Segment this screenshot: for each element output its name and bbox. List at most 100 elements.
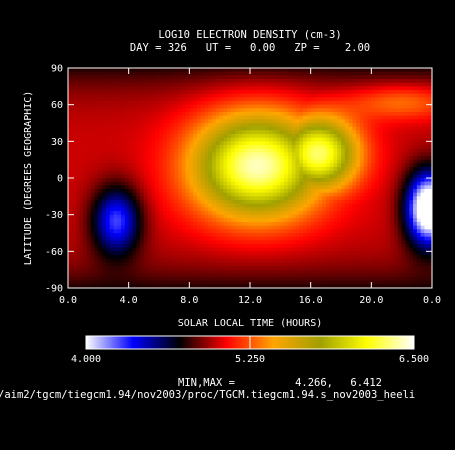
heatmap-cell	[314, 126, 319, 131]
heatmap-cell	[238, 185, 244, 190]
heatmap-cell	[409, 244, 414, 249]
heatmap-cell	[147, 141, 153, 146]
heatmap-cell	[193, 145, 198, 150]
heatmap-cell	[401, 233, 407, 238]
heatmap-cell	[215, 79, 221, 84]
heatmap-cell	[295, 203, 300, 208]
heatmap-cell	[132, 211, 137, 216]
heatmap-cell	[151, 126, 156, 131]
heatmap-cell	[124, 170, 130, 175]
heatmap-cell	[75, 156, 80, 161]
heatmap-cell	[303, 189, 308, 194]
heatmap-cell	[284, 159, 289, 164]
heatmap-cell	[143, 181, 149, 186]
heatmap-cell	[147, 174, 153, 179]
heatmap-cell	[147, 90, 153, 95]
heatmap-cell	[90, 79, 96, 84]
heatmap-cell	[428, 108, 432, 113]
heatmap-cell	[98, 101, 103, 106]
heatmap-cell	[257, 163, 262, 168]
heatmap-cell	[253, 196, 259, 201]
heatmap-cell	[318, 236, 323, 241]
heatmap-cell	[98, 159, 103, 164]
heatmap-cell	[90, 159, 96, 164]
heatmap-cell	[268, 247, 274, 252]
heatmap-cell	[174, 181, 179, 186]
heatmap-cell	[291, 112, 297, 117]
heatmap-cell	[318, 156, 323, 161]
heatmap-cell	[401, 148, 407, 153]
heatmap-cell	[348, 156, 353, 161]
heatmap-cell	[416, 189, 422, 194]
heatmap-cell	[181, 178, 187, 183]
heatmap-cell	[234, 123, 240, 128]
heatmap-cell	[284, 82, 289, 87]
heatmap-cell	[147, 181, 153, 186]
heatmap-cell	[295, 156, 300, 161]
heatmap-cell	[71, 222, 77, 227]
heatmap-cell	[291, 90, 297, 95]
heatmap-cell	[215, 137, 221, 142]
heatmap-cell	[105, 148, 111, 153]
heatmap-cell	[428, 181, 432, 186]
heatmap-cell	[386, 86, 391, 91]
heatmap-cell	[394, 251, 399, 256]
heatmap-cell	[200, 225, 206, 230]
heatmap-cell	[257, 214, 262, 219]
heatmap-cell	[140, 86, 145, 91]
heatmap-cell	[177, 123, 183, 128]
heatmap-cell	[401, 156, 407, 161]
heatmap-cell	[128, 93, 134, 98]
heatmap-cell	[318, 145, 323, 150]
heatmap-cell	[136, 211, 141, 216]
heatmap-cell	[250, 192, 255, 197]
heatmap-cell	[219, 137, 225, 142]
heatmap-cell	[276, 93, 281, 98]
heatmap-cell	[413, 189, 418, 194]
heatmap-cell	[166, 148, 171, 153]
heatmap-cell	[231, 236, 236, 241]
heatmap-cell	[284, 229, 289, 234]
heatmap-cell	[71, 112, 77, 117]
heatmap-cell	[265, 200, 270, 205]
heatmap-cell	[310, 82, 316, 87]
heatmap-cell	[322, 90, 327, 95]
heatmap-cell	[132, 79, 137, 84]
heatmap-cell	[174, 222, 179, 227]
heatmap-cell	[284, 207, 289, 212]
heatmap-cell	[356, 90, 361, 95]
heatmap-cell	[242, 225, 247, 230]
heatmap-cell	[196, 93, 202, 98]
heatmap-cell	[109, 148, 115, 153]
heatmap-cell	[68, 203, 73, 208]
heatmap-cell	[121, 130, 126, 135]
heatmap-cell	[261, 134, 266, 139]
heatmap-cell	[424, 108, 429, 113]
heatmap-cell	[344, 148, 350, 153]
heatmap-cell	[124, 101, 130, 106]
heatmap-cell	[83, 185, 88, 190]
heatmap-cell	[128, 211, 134, 216]
heatmap-cell	[136, 214, 141, 219]
heatmap-cell	[344, 189, 350, 194]
heatmap-cell	[333, 240, 338, 245]
heatmap-cell	[306, 189, 312, 194]
heatmap-cell	[181, 207, 187, 212]
heatmap-cell	[223, 148, 228, 153]
heatmap-cell	[394, 97, 399, 102]
heatmap-cell	[386, 75, 391, 80]
heatmap-cell	[325, 119, 331, 124]
heatmap-cell	[359, 203, 365, 208]
heatmap-cell	[128, 181, 134, 186]
heatmap-cell	[291, 134, 297, 139]
heatmap-cell	[113, 71, 118, 76]
heatmap-cell	[420, 247, 426, 252]
heatmap-cell	[268, 196, 274, 201]
heatmap-cell	[151, 203, 156, 208]
heatmap-cell	[299, 163, 304, 168]
heatmap-cell	[105, 225, 111, 230]
heatmap-cell	[299, 196, 304, 201]
heatmap-cell	[280, 108, 285, 113]
heatmap-cell	[390, 119, 395, 124]
heatmap-cell	[295, 93, 300, 98]
